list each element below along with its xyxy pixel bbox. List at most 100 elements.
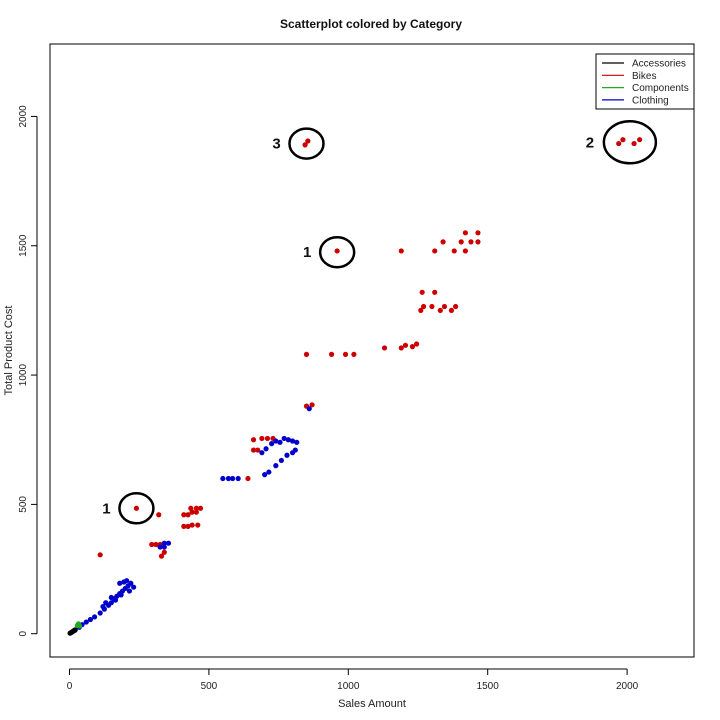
point-bikes bbox=[414, 341, 420, 347]
point-bikes bbox=[195, 522, 201, 528]
point-clothing bbox=[103, 600, 109, 606]
point-bikes bbox=[189, 522, 195, 528]
point-bikes bbox=[197, 505, 204, 511]
point-bikes bbox=[181, 512, 187, 518]
point-bikes bbox=[133, 505, 140, 511]
point-bikes bbox=[620, 137, 626, 143]
y-tick-label: 2000 bbox=[18, 105, 29, 128]
point-bikes bbox=[631, 140, 637, 147]
point-bikes bbox=[398, 345, 404, 351]
point-clothing bbox=[289, 438, 296, 444]
point-bikes bbox=[161, 549, 167, 555]
y-tick-label: 500 bbox=[18, 496, 29, 513]
point-bikes bbox=[462, 230, 468, 236]
point-bikes bbox=[185, 523, 191, 529]
point-bikes bbox=[420, 303, 427, 310]
point-bikes bbox=[250, 447, 257, 453]
point-bikes bbox=[432, 289, 438, 295]
x-axis-title: Sales Amount bbox=[338, 698, 406, 710]
point-bikes bbox=[475, 239, 481, 245]
point-bikes bbox=[158, 553, 165, 559]
x-tick-label: 2000 bbox=[616, 681, 639, 692]
legend-label: Bikes bbox=[632, 71, 656, 82]
point-clothing bbox=[131, 584, 137, 590]
point-bikes bbox=[149, 541, 155, 548]
point-clothing bbox=[112, 597, 119, 603]
plot-area bbox=[49, 43, 695, 658]
point-bikes bbox=[468, 239, 474, 245]
point-bikes bbox=[448, 307, 455, 314]
point-bikes bbox=[245, 475, 251, 482]
point-clothing bbox=[266, 469, 272, 475]
point-bikes bbox=[328, 351, 335, 357]
point-clothing bbox=[285, 437, 291, 443]
point-bikes bbox=[309, 402, 315, 408]
point-bikes bbox=[302, 142, 308, 148]
point-clothing bbox=[83, 619, 89, 625]
legend-label: Accessories bbox=[632, 59, 686, 70]
point-clothing bbox=[220, 475, 226, 482]
point-bikes bbox=[193, 509, 199, 515]
point-clothing bbox=[97, 610, 103, 616]
point-bikes bbox=[462, 248, 468, 254]
annotation-circle bbox=[118, 492, 155, 525]
x-tick-label: 0 bbox=[67, 681, 73, 692]
annotation-label: 3 bbox=[272, 136, 280, 153]
point-bikes bbox=[616, 140, 622, 147]
point-clothing bbox=[269, 441, 275, 447]
point-clothing bbox=[118, 592, 124, 598]
point-clothing bbox=[117, 580, 123, 586]
point-clothing bbox=[126, 588, 133, 594]
point-bikes bbox=[305, 138, 311, 144]
point-bikes bbox=[458, 239, 464, 245]
point-clothing bbox=[306, 406, 312, 412]
point-bikes bbox=[250, 437, 257, 443]
point-bikes bbox=[97, 552, 103, 558]
point-bikes bbox=[402, 342, 409, 348]
point-clothing bbox=[161, 540, 167, 546]
point-clothing bbox=[235, 475, 241, 482]
annotation-label: 2 bbox=[586, 134, 594, 151]
y-tick-label: 1500 bbox=[18, 234, 29, 257]
annotation-circle bbox=[288, 127, 325, 160]
point-bikes bbox=[418, 307, 424, 314]
annotations: 1 1 3 2 bbox=[102, 120, 658, 525]
point-bikes bbox=[453, 303, 459, 310]
point-bikes bbox=[429, 303, 435, 310]
point-bikes bbox=[181, 523, 187, 529]
point-clothing bbox=[165, 540, 172, 546]
point-bikes bbox=[432, 248, 438, 254]
x-tick-label: 500 bbox=[201, 681, 218, 692]
point-bikes bbox=[188, 505, 194, 511]
chart-title: Scatterplot colored by Category bbox=[280, 17, 462, 31]
annotation-label: 1 bbox=[303, 244, 311, 261]
point-bikes bbox=[193, 505, 199, 511]
point-bikes bbox=[409, 344, 416, 350]
point-clothing bbox=[278, 457, 284, 464]
point-bikes bbox=[259, 435, 265, 442]
point-clothing bbox=[259, 450, 265, 456]
point-bikes bbox=[264, 435, 271, 442]
point-bikes bbox=[437, 307, 443, 314]
point-clothing bbox=[294, 439, 300, 445]
point-clothing bbox=[161, 544, 167, 550]
point-bikes bbox=[419, 289, 425, 295]
point-bikes bbox=[334, 248, 340, 254]
point-clothing bbox=[292, 447, 298, 453]
annotation-circle bbox=[318, 235, 356, 269]
data-points bbox=[67, 137, 643, 636]
point-clothing bbox=[281, 435, 287, 442]
point-bikes bbox=[185, 512, 191, 518]
legend-label: Components bbox=[632, 83, 689, 94]
point-bikes bbox=[351, 351, 357, 357]
point-clothing bbox=[157, 544, 163, 550]
point-clothing bbox=[273, 462, 279, 469]
point-clothing bbox=[108, 594, 114, 601]
y-axis-title: Total Product Cost bbox=[3, 306, 15, 396]
point-bikes bbox=[637, 137, 643, 143]
y-tick-label: 0 bbox=[18, 631, 29, 637]
x-tick-label: 1000 bbox=[337, 681, 360, 692]
annotation-label: 1 bbox=[102, 500, 110, 517]
